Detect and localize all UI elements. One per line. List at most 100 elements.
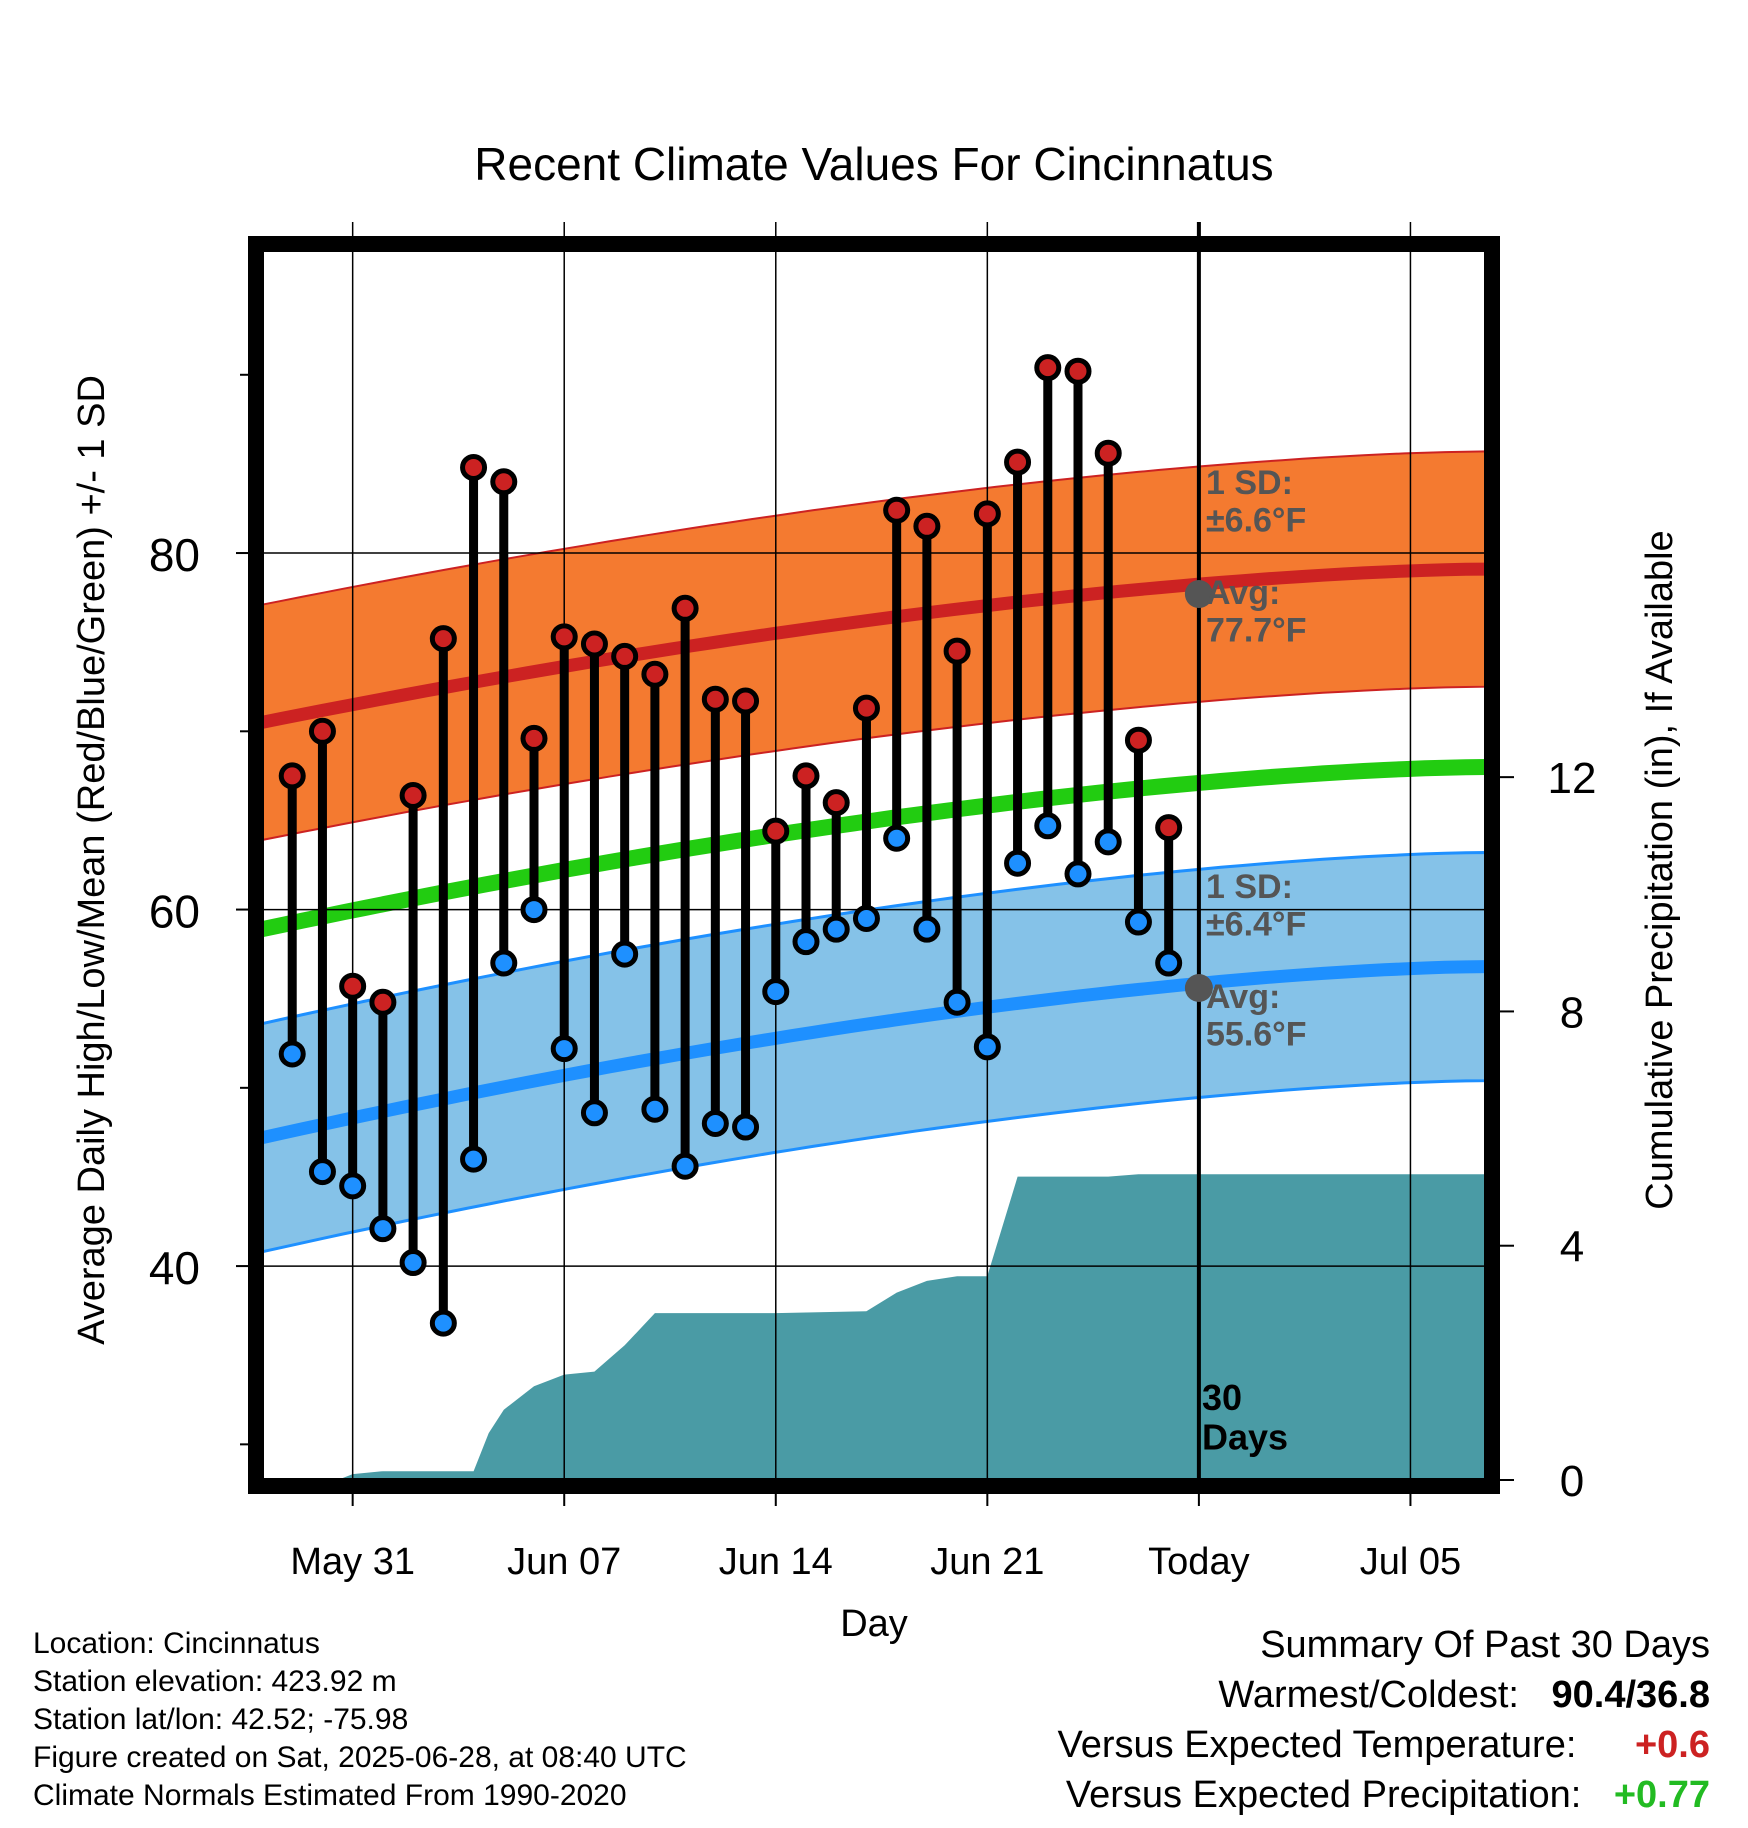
high-point (732, 687, 760, 715)
x-tick-label: Jun 07 (507, 1541, 621, 1583)
info-location: Location: Cincinnatus (33, 1627, 320, 1660)
low-point (641, 1095, 669, 1123)
low-point (883, 824, 911, 852)
high-sd-annotation: 1 SD: ±6.6°F (1206, 464, 1306, 539)
low-point (580, 1099, 608, 1127)
info-created: Figure created on Sat, 2025-06-28, at 08… (33, 1741, 687, 1774)
high-point (460, 453, 488, 481)
summary-temp-row: Versus Expected Temperature: +0.6 (1057, 1720, 1710, 1770)
summary-temp-value: +0.6 (1634, 1724, 1710, 1766)
high-point (943, 637, 971, 665)
chart-title: Recent Climate Values For Cincinnatus (474, 138, 1273, 190)
x-tick-label: Jul 05 (1360, 1541, 1461, 1583)
low-point (460, 1145, 488, 1173)
high-point (822, 789, 850, 817)
high-point (792, 762, 820, 790)
low-point (611, 940, 639, 968)
low-sd-annotation: 1 SD: ±6.4°F (1206, 868, 1306, 943)
high-point (278, 762, 306, 790)
low-point (429, 1309, 457, 1337)
low-avg-annotation: Avg: 55.6°F (1206, 978, 1307, 1053)
low-point (671, 1152, 699, 1180)
summary-panel: Summary Of Past 30 Days Warmest/Coldest:… (1057, 1620, 1710, 1820)
x-tick-label: Today (1148, 1541, 1249, 1583)
high-point (1064, 357, 1092, 385)
high-point (1034, 354, 1062, 382)
today-days-label: 30 Days (1202, 1377, 1288, 1458)
high-point (1094, 439, 1122, 467)
summary-temp-label: Versus Expected Temperature: (1057, 1724, 1577, 1766)
high-point (883, 496, 911, 524)
high-point (611, 642, 639, 670)
y2-tick-label: 0 (1560, 1457, 1584, 1506)
y-tick-label: 40 (149, 1242, 200, 1294)
high-point (973, 500, 1001, 528)
low-point (973, 1033, 1001, 1061)
today-low-avg-marker (1184, 974, 1213, 1002)
summary-precip-row: Versus Expected Precipitation: +0.77 (1057, 1770, 1710, 1820)
summary-warmest-value: 90.4/36.8 (1551, 1674, 1710, 1716)
x-axis-label: Day (840, 1603, 908, 1645)
high-point (399, 781, 427, 809)
high-point (520, 724, 548, 752)
high-point (762, 817, 790, 845)
summary-precip-label: Versus Expected Precipitation: (1065, 1774, 1582, 1816)
y-tick-label: 80 (149, 529, 200, 581)
y2-tick-label: 8 (1560, 988, 1584, 1037)
info-latlon: Station lat/lon: 42.52; -75.98 (33, 1703, 409, 1736)
summary-precip-value: +0.77 (1613, 1774, 1710, 1816)
high-point (913, 512, 941, 540)
x-tick-label: Jun 21 (930, 1541, 1044, 1583)
low-avg-line (260, 960, 1487, 1145)
precip-area (322, 1174, 1486, 1480)
summary-warmest-label: Warmest/Coldest: (1218, 1674, 1519, 1716)
x-tick-label: May 31 (290, 1541, 415, 1583)
high-point (701, 685, 729, 713)
high-point (1155, 814, 1183, 842)
low-point (913, 915, 941, 943)
summary-heading: Summary Of Past 30 Days (1260, 1624, 1710, 1666)
low-point (369, 1215, 397, 1243)
low-point (1064, 860, 1092, 888)
low-point (339, 1172, 367, 1200)
y2-tick-label: 12 (1548, 754, 1597, 803)
high-point (671, 594, 699, 622)
y2-tick-label: 4 (1560, 1223, 1584, 1272)
info-normals: Climate Normals Estimated From 1990-2020 (33, 1779, 627, 1812)
low-point (490, 949, 518, 977)
x-tick-label: Jun 14 (719, 1541, 833, 1583)
y2-axis-label: Cumulative Precipitation (in), If Availa… (1639, 530, 1681, 1209)
y-axis-label: Average Daily High/Low/Mean (Red/Blue/Gr… (71, 375, 113, 1345)
low-point (399, 1249, 427, 1277)
low-point (943, 988, 971, 1016)
mean-avg-line (260, 759, 1487, 938)
today-high-avg-marker (1184, 580, 1213, 609)
high-avg-line (260, 562, 1487, 729)
high-point (429, 625, 457, 653)
low-point (1004, 849, 1032, 877)
high-point (852, 694, 880, 722)
low-point (550, 1035, 578, 1063)
info-elevation: Station elevation: 423.92 m (33, 1665, 397, 1698)
high-point (1004, 448, 1032, 476)
low-point (1124, 908, 1152, 936)
plot-frame (248, 236, 1500, 1494)
high-point (308, 717, 336, 745)
low-point (1034, 812, 1062, 840)
high-point (339, 972, 367, 1000)
low-point (278, 1040, 306, 1068)
high-point (490, 468, 518, 496)
high-point (550, 623, 578, 651)
low-point (732, 1113, 760, 1141)
high-point (1124, 726, 1152, 754)
plot-area: 1 SD: ±6.6°F Avg: 77.7°F 1 SD: ±6.4°F Avg: 55.6… (149, 222, 1597, 1583)
y-tick-label: 60 (149, 886, 200, 938)
low-point (792, 928, 820, 956)
low-point (701, 1109, 729, 1137)
high-avg-annotation: Avg: 77.7°F (1206, 574, 1307, 649)
station-info: Location: Cincinnatus Station elevation:… (33, 1625, 687, 1815)
low-point (822, 915, 850, 943)
low-point (1155, 949, 1183, 977)
summary-warmest-row: Warmest/Coldest: 90.4/36.8 (1057, 1670, 1710, 1720)
